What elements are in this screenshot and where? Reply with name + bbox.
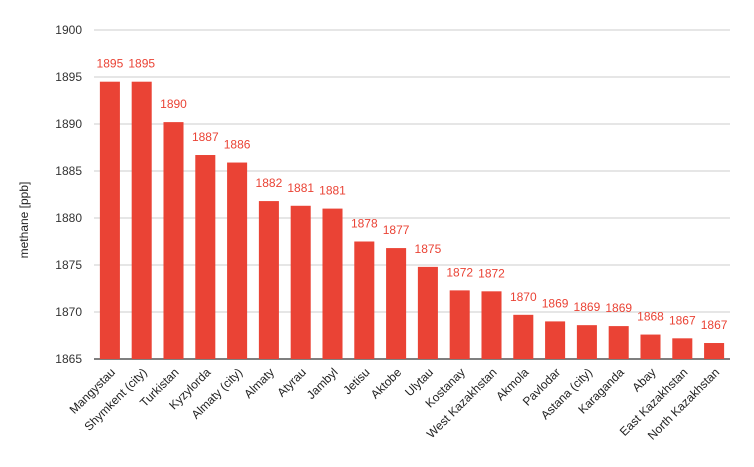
- data-label: 1867: [669, 313, 696, 327]
- data-label: 1895: [128, 57, 155, 71]
- bar: [513, 314, 534, 359]
- bar: [290, 205, 311, 359]
- y-tick-label: 1870: [55, 305, 82, 319]
- x-category-label: Abay: [629, 365, 658, 394]
- y-tick-label: 1865: [55, 352, 82, 366]
- y-tick-label: 1890: [55, 117, 82, 131]
- x-category-label: Jambyl: [304, 365, 341, 402]
- bar: [545, 321, 566, 359]
- data-label: 1868: [637, 310, 664, 324]
- bar: [195, 155, 216, 359]
- bar: [227, 162, 248, 359]
- x-category-label: Almaty: [241, 365, 277, 401]
- y-tick-label: 1900: [55, 23, 82, 37]
- data-label: 1872: [446, 265, 473, 279]
- y-tick-label: 1880: [55, 211, 82, 225]
- bar: [672, 338, 693, 359]
- bar: [704, 343, 725, 359]
- data-label: 1878: [351, 217, 378, 231]
- data-label: 1869: [574, 300, 601, 314]
- data-label: 1872: [478, 266, 505, 280]
- data-label: 1881: [319, 184, 346, 198]
- bar: [576, 325, 597, 359]
- bar: [354, 241, 375, 359]
- y-tick-label: 1875: [55, 258, 82, 272]
- bar: [322, 208, 343, 359]
- bar: [608, 326, 629, 359]
- x-category-label: Atyrau: [274, 365, 308, 399]
- data-label: 1890: [160, 97, 187, 111]
- y-tick-label: 1885: [55, 164, 82, 178]
- data-label: 1870: [510, 290, 537, 304]
- bar: [163, 122, 184, 360]
- bar: [99, 81, 120, 359]
- gridlines: [94, 29, 730, 360]
- data-label: 1887: [192, 130, 219, 144]
- data-label: 1875: [415, 242, 442, 256]
- bar: [258, 201, 279, 359]
- y-tick-label: 1895: [55, 70, 82, 84]
- data-label: 1882: [256, 176, 283, 190]
- y-axis-ticks: 1865 1870 1875 1880 1885 1890 1895 1900: [55, 23, 82, 366]
- data-label: 1877: [383, 223, 410, 237]
- bar: [449, 290, 470, 359]
- data-label: 1867: [701, 318, 728, 332]
- data-label: 1881: [287, 181, 314, 195]
- y-axis-title: methane [ppb]: [17, 182, 31, 259]
- data-labels: 1895 1895 1890 1887 1886 1882 1881 1881 1878 1877…: [97, 57, 728, 332]
- bar: [386, 248, 407, 359]
- data-label: 1869: [605, 301, 632, 315]
- data-label: 1895: [97, 57, 124, 71]
- bar: [481, 291, 502, 359]
- bars: [99, 81, 725, 360]
- bar: [131, 81, 152, 359]
- x-category-label: Aktobe: [368, 365, 405, 402]
- bar: [640, 334, 661, 359]
- data-label: 1886: [224, 138, 251, 152]
- bar: [417, 266, 438, 359]
- data-label: 1869: [542, 296, 569, 310]
